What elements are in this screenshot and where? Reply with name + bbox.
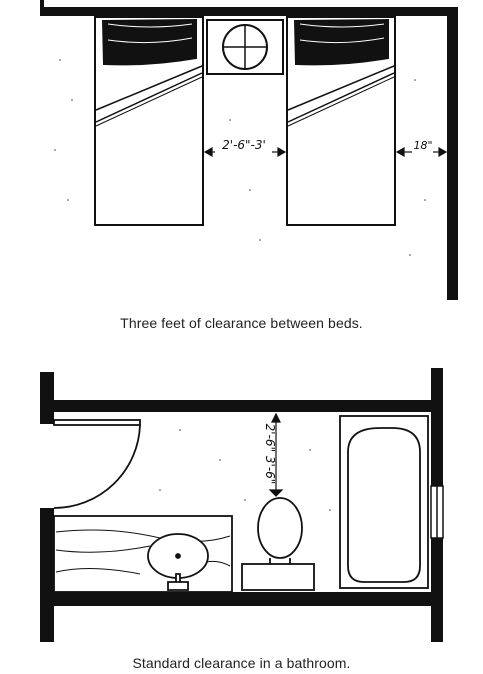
bed-left [94,16,204,226]
window [430,485,444,539]
bed-right [286,16,396,226]
bath-floor-stipple [159,429,331,511]
caption-bathroom: Standard clearance in a bathroom. [132,655,351,671]
bathroom-walls [40,368,443,642]
door [53,419,141,509]
floor-stipple [54,59,426,256]
toilet-bowl [257,497,303,559]
dimension-bed-to-wall [395,146,448,158]
dimension-label-bed-to-wall: 18" [413,139,432,152]
toilet-tank [241,563,315,591]
nightstand [206,19,284,75]
dimension-toilet-clearance [268,412,284,497]
bedroom-walls [40,0,458,300]
bedroom-floor-plan: 2'-6"-3' 18" [40,0,458,300]
vanity [53,515,233,593]
drain-icon [175,553,181,559]
bathroom-floor-plan: 2'-6" 3'-6" [40,368,444,642]
dimension-label-between-beds: 2'-6"-3' [222,138,266,152]
dimension-label-toilet-clearance: 2'-6" 3'-6" [263,424,277,485]
bathtub [339,415,429,589]
caption-beds: Three feet of clearance between beds. [120,315,363,331]
faucet-icon [167,573,189,591]
toilet [241,497,315,591]
dimension-between-beds [203,146,287,158]
